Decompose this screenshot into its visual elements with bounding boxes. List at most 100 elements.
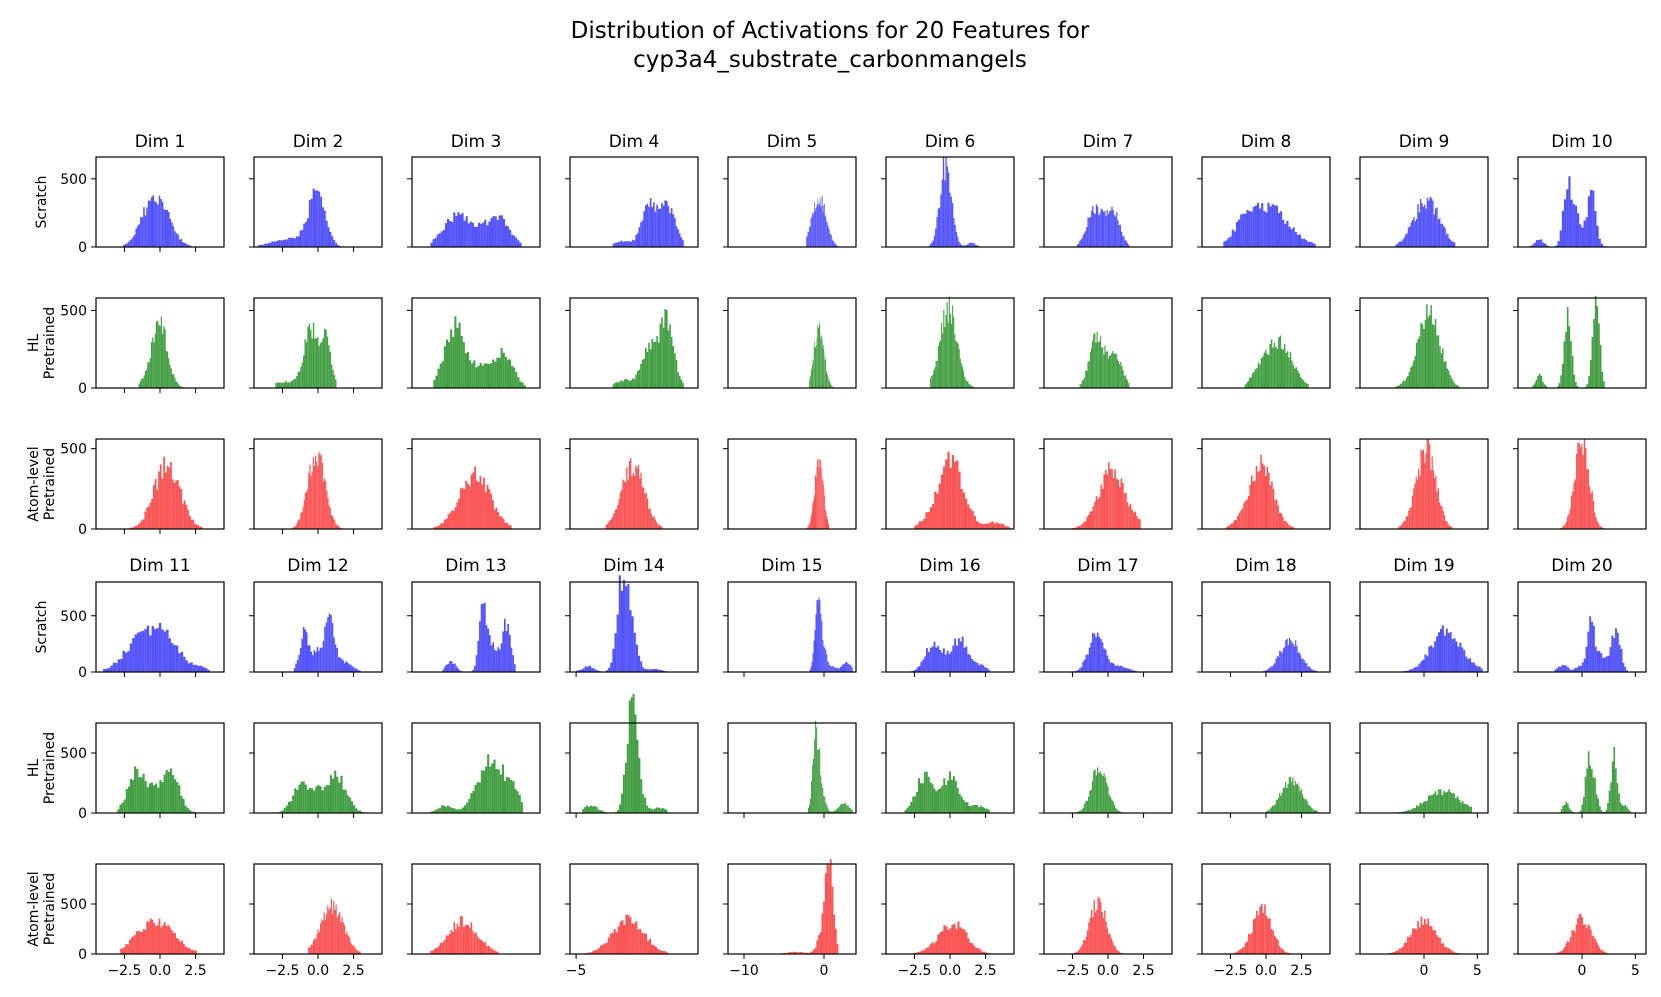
histogram-bar — [809, 669, 811, 672]
histogram-bar — [1407, 227, 1410, 247]
histogram-bar — [808, 807, 810, 813]
histogram-bar — [1085, 654, 1088, 672]
histogram-bar — [1440, 353, 1443, 388]
histogram-bar — [1291, 781, 1293, 813]
histogram-bar — [1423, 328, 1425, 388]
histogram-bar — [1265, 350, 1267, 388]
histogram-bar — [962, 492, 965, 529]
histogram-bar — [621, 489, 623, 529]
histogram-bar — [959, 641, 962, 672]
histogram-bar — [978, 807, 981, 813]
histogram-bar — [935, 791, 938, 813]
histogram-bar — [490, 493, 492, 529]
histogram-bar — [833, 914, 836, 954]
histogram-bar — [1273, 342, 1276, 388]
histogram-bar — [290, 237, 293, 247]
histogram-bar — [177, 939, 180, 954]
histogram-bar — [321, 790, 324, 813]
histogram-bar — [658, 524, 660, 529]
histogram-bar — [1573, 374, 1576, 388]
histogram-bar — [1307, 384, 1309, 388]
histogram-bar — [179, 941, 182, 954]
histogram-bar — [120, 948, 122, 954]
panel-frame — [411, 438, 541, 530]
histogram-bar — [1088, 361, 1090, 388]
histogram-bar — [1091, 511, 1093, 529]
histogram-bar — [797, 952, 800, 954]
histogram-bar — [816, 204, 818, 247]
histogram-bar — [937, 645, 940, 672]
histogram-bar — [1420, 449, 1422, 529]
histogram-bar — [1580, 913, 1582, 954]
histogram-bar — [1118, 361, 1120, 388]
histogram-bar — [1101, 912, 1103, 954]
histogram-bar — [932, 374, 934, 388]
histogram-bar — [817, 749, 819, 813]
histogram-bar — [293, 526, 295, 529]
histogram-bar — [327, 227, 330, 247]
histogram-bar — [818, 749, 820, 813]
histogram-bar — [1282, 349, 1284, 388]
histogram-bar — [1403, 520, 1405, 529]
histogram-bar — [1427, 795, 1430, 813]
histogram-bar — [956, 460, 959, 529]
histogram-bar — [1569, 508, 1571, 529]
histogram-bar — [959, 927, 962, 954]
histogram-bar — [963, 647, 966, 672]
histogram-bar — [458, 926, 460, 954]
histogram-bar — [927, 776, 930, 813]
histogram-bar — [132, 527, 135, 529]
histogram-bar — [332, 778, 335, 813]
histogram-bar — [155, 783, 158, 813]
histogram-bar — [456, 327, 459, 388]
histogram-bar — [1586, 469, 1588, 529]
histogram-bar — [815, 614, 817, 672]
histogram-panel — [1197, 581, 1331, 677]
histogram-bar — [144, 629, 147, 672]
histogram-bar — [158, 918, 161, 954]
histogram-bar — [323, 210, 326, 247]
histogram-bar — [1282, 219, 1285, 247]
histogram-bar — [956, 788, 959, 813]
histogram-bar — [294, 378, 297, 388]
histogram-bar — [437, 368, 440, 388]
histogram-bar — [822, 212, 824, 247]
histogram-bar — [666, 201, 668, 247]
histogram-bar — [965, 932, 968, 954]
histogram-bar — [647, 940, 650, 954]
histogram-bar — [135, 228, 137, 247]
histogram-bar — [632, 693, 635, 813]
histogram-bar — [634, 714, 637, 813]
histogram-bar — [1091, 210, 1093, 247]
histogram-bar — [1570, 341, 1572, 388]
histogram-bar — [1572, 204, 1575, 247]
histogram-bar — [348, 797, 351, 813]
histogram-bar — [672, 214, 675, 247]
histogram-bar — [187, 509, 189, 529]
histogram-bar — [1269, 918, 1271, 954]
histogram-bar — [470, 474, 473, 529]
histogram-bar — [483, 363, 486, 388]
histogram-bar — [826, 518, 828, 529]
histogram-panel — [1355, 297, 1489, 389]
histogram-bar — [483, 477, 485, 529]
histogram-bar — [1273, 205, 1276, 247]
histogram-bar — [1405, 377, 1408, 388]
histogram-bar — [467, 483, 469, 529]
histogram-bar — [631, 476, 633, 529]
histogram-panel — [565, 438, 699, 530]
histogram-bar — [294, 788, 297, 813]
histogram-bar — [936, 216, 938, 247]
histogram-bar — [1429, 795, 1432, 813]
histogram-bar — [132, 237, 134, 247]
histogram-bar — [286, 382, 288, 388]
histogram-bar — [1095, 342, 1097, 388]
histogram-bar — [1118, 951, 1121, 954]
histogram-bar — [348, 936, 350, 954]
histogram-bar — [359, 951, 361, 954]
histogram-bar — [1113, 804, 1116, 813]
histogram-bar — [273, 241, 276, 247]
histogram-bar — [1260, 358, 1263, 388]
histogram-bar — [321, 647, 323, 672]
